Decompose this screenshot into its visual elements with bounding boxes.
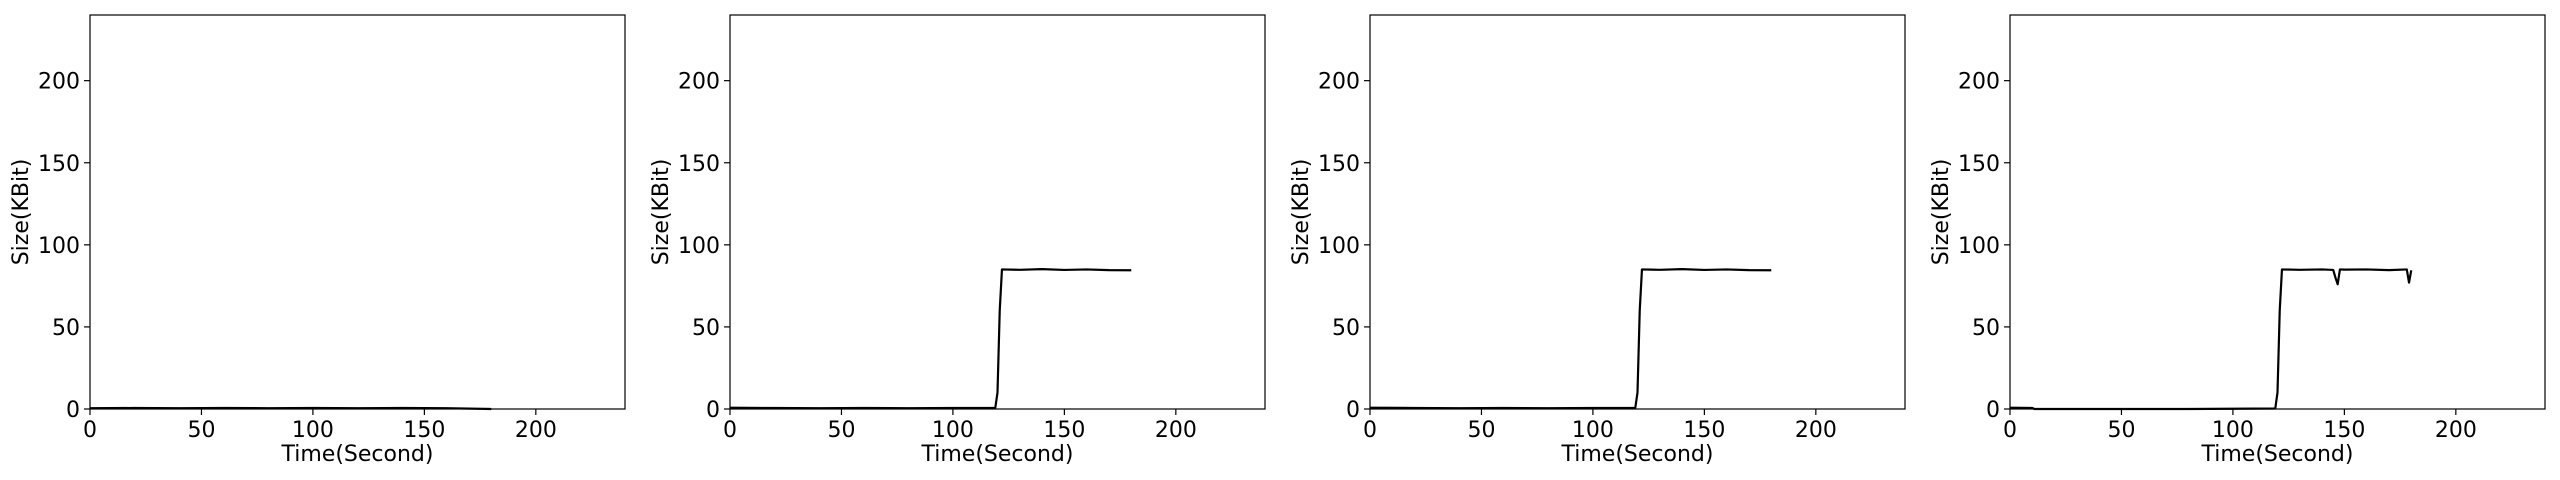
y-tick-label: 50 [1972,316,2000,341]
y-tick-label: 100 [678,234,720,259]
chart-panel-1: 0 50 100 150 200 0 50 100 150 200 Time(Second) Size… [9,14,626,467]
series-line-1 [729,268,1132,410]
y-tick-label: 200 [678,70,720,95]
x-tick-label: 0 [2003,418,2017,443]
y-tick-label: 50 [692,316,720,341]
y-tick-label: 150 [1318,152,1360,177]
x-tick-label: 200 [515,418,557,443]
series-line-1 [89,406,492,411]
x-tick-label: 100 [932,418,974,443]
y-tick-label: 0 [1986,398,2000,423]
y-tick-label: 150 [678,152,720,177]
x-tick-label: 50 [1467,418,1495,443]
x-tick-label: 100 [2212,418,2254,443]
y-tick-label: 50 [52,316,80,341]
x-axis-label: Time(Second) [921,442,1074,467]
x-tick-label: 100 [1572,418,1614,443]
series-line-1 [1369,268,1772,410]
x-tick-label: 50 [2107,418,2135,443]
series-line-1 [2009,268,2413,411]
y-tick-label: 100 [1318,234,1360,259]
plot-frame [89,14,626,410]
chart-panel-2: 0 50 100 150 200 0 50 100 150 200 Time(Second) Size… [649,14,1266,467]
y-tick-label: 100 [1958,234,2000,259]
y-tick-label: 100 [38,234,80,259]
y-axis-label: Size(KBit) [9,159,34,266]
x-tick-label: 0 [723,418,737,443]
chart-panel-3: 0 50 100 150 200 0 50 100 150 200 Time(Second) Size… [1289,14,1906,467]
x-axis-label: Time(Second) [2201,442,2354,467]
x-tick-label: 150 [2323,418,2365,443]
plot-frame [2009,14,2546,410]
x-tick-label: 100 [292,418,334,443]
plot-frame [1369,14,1906,410]
x-tick-label: 50 [187,418,215,443]
y-tick-label: 200 [38,70,80,95]
x-tick-label: 200 [1795,418,1837,443]
y-axis-label: Size(KBit) [1929,159,1954,266]
x-tick-label: 150 [1683,418,1725,443]
x-tick-label: 0 [1363,418,1377,443]
y-tick-label: 150 [38,152,80,177]
y-tick-label: 0 [706,398,720,423]
y-axis-label: Size(KBit) [649,159,674,266]
x-tick-label: 200 [2435,418,2477,443]
y-tick-label: 150 [1958,152,2000,177]
x-tick-label: 50 [827,418,855,443]
y-tick-label: 0 [1346,398,1360,423]
plot-frame [729,14,1266,410]
x-tick-label: 150 [403,418,445,443]
x-axis-label: Time(Second) [1561,442,1714,467]
y-tick-label: 200 [1318,70,1360,95]
x-tick-label: 150 [1043,418,1085,443]
y-axis-label: Size(KBit) [1289,159,1314,266]
x-tick-label: 0 [83,418,97,443]
y-tick-label: 200 [1958,70,2000,95]
chart-panel-4: 0 50 100 150 200 0 50 100 150 200 Time(Second) Size… [1929,14,2546,467]
x-tick-label: 200 [1155,418,1197,443]
y-tick-label: 50 [1332,316,1360,341]
x-axis-label: Time(Second) [281,442,434,467]
y-tick-label: 0 [66,398,80,423]
